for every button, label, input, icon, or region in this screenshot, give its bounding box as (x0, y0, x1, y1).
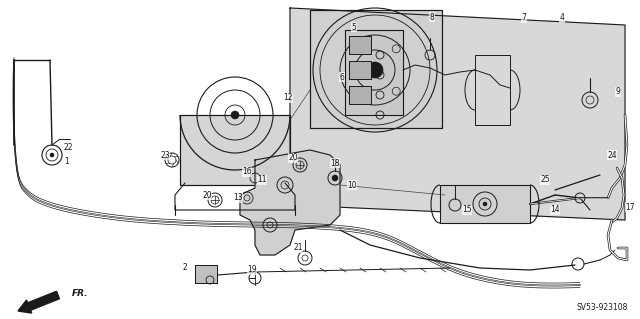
Text: 13: 13 (233, 194, 243, 203)
Text: 24: 24 (607, 151, 617, 160)
Text: 9: 9 (616, 87, 620, 97)
Text: FR.: FR. (72, 288, 88, 298)
Text: 22: 22 (63, 144, 73, 152)
Bar (349, 86, 371, 104)
Bar (180, 115, 290, 185)
Bar (310, 10, 442, 128)
Text: 17: 17 (625, 203, 635, 211)
Text: 16: 16 (242, 167, 252, 176)
Text: 6: 6 (340, 72, 344, 81)
Text: SV53-923108: SV53-923108 (577, 303, 628, 312)
Text: 5: 5 (351, 23, 356, 32)
Text: 8: 8 (429, 12, 435, 21)
Bar (349, 86, 371, 104)
Text: 1: 1 (65, 158, 69, 167)
Bar (349, 36, 371, 54)
Text: 18: 18 (330, 159, 340, 167)
Polygon shape (240, 150, 340, 255)
Text: 20: 20 (288, 153, 298, 162)
Circle shape (332, 175, 338, 181)
Bar (349, 61, 371, 79)
Text: 7: 7 (522, 13, 527, 23)
Bar (475, 55, 510, 125)
Bar (195, 265, 217, 283)
Polygon shape (290, 8, 625, 220)
Circle shape (483, 202, 487, 206)
Text: 25: 25 (540, 175, 550, 184)
Text: 23: 23 (160, 151, 170, 160)
Text: 19: 19 (247, 265, 257, 275)
Bar (440, 185, 530, 223)
Bar (180, 115, 290, 185)
Text: 15: 15 (462, 205, 472, 214)
Text: 2: 2 (182, 263, 188, 272)
Bar (345, 30, 403, 115)
Text: 10: 10 (347, 181, 357, 189)
Text: 20: 20 (202, 190, 212, 199)
Text: 11: 11 (257, 175, 267, 184)
Text: 4: 4 (559, 13, 564, 23)
Bar (195, 265, 217, 283)
Circle shape (367, 62, 383, 78)
Bar (349, 61, 371, 79)
Text: 21: 21 (293, 243, 303, 253)
FancyArrow shape (18, 291, 60, 313)
Circle shape (231, 111, 239, 119)
Circle shape (50, 153, 54, 157)
Text: 12: 12 (284, 93, 292, 102)
Text: 14: 14 (550, 205, 560, 214)
Bar (349, 36, 371, 54)
Bar (310, 10, 442, 128)
